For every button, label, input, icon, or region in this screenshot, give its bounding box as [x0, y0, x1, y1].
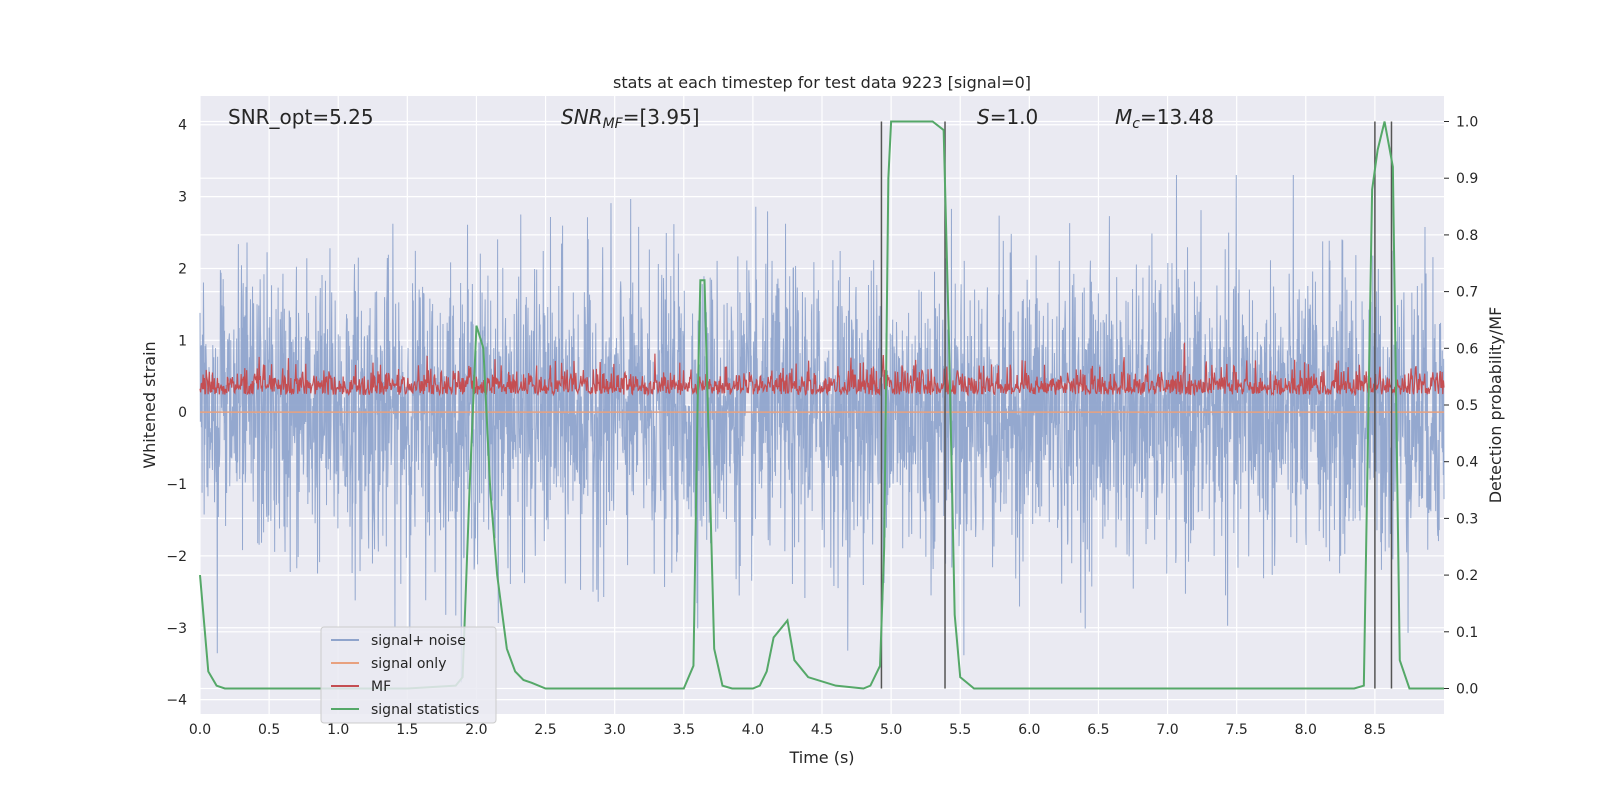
annotation-snr-mf-main: SNR — [561, 105, 603, 129]
annotation-s: S=1.0 — [977, 105, 1038, 129]
y-tick-label-left: −3 — [166, 621, 187, 637]
x-tick-label: 5.0 — [880, 722, 902, 738]
x-tick-label: 8.5 — [1364, 722, 1386, 738]
annotation-snr-mf-value: =[3.95] — [623, 105, 700, 129]
x-tick-label: 4.5 — [811, 722, 833, 738]
y-tick-label-left: 1 — [178, 333, 187, 349]
x-tick-label: 3.5 — [673, 722, 695, 738]
legend: signal+ noise signal only MF signal stat… — [320, 626, 497, 724]
x-tick-label: 7.5 — [1226, 722, 1248, 738]
x-tick-label: 8.0 — [1295, 722, 1317, 738]
annotation-s-main: S — [977, 105, 990, 129]
legend-label-signal-statistics: signal statistics — [371, 702, 479, 718]
tick-labels: 0.0 0.5 1.0 1.5 2.0 2.5 3.0 3.5 4.0 4.5 5.0 5.5 6.0 6… — [166, 115, 1478, 738]
x-tick-label: 1.5 — [396, 722, 418, 738]
series-mf — [199, 342, 1445, 397]
y-tick-label-left: −2 — [166, 549, 187, 565]
x-tick-label: 4.0 — [742, 722, 764, 738]
y-tick-label-right: 0.2 — [1456, 568, 1478, 584]
y-tick-label-right: 0.7 — [1456, 285, 1478, 301]
y-tick-label-left: −1 — [166, 477, 187, 493]
x-tick-label: 3.0 — [604, 722, 626, 738]
y-tick-label-right: 0.0 — [1456, 681, 1478, 697]
signal-statistics-line — [199, 120, 1444, 690]
y-tick-label-left: −4 — [166, 693, 187, 709]
annotations: SNR_opt=5.25 SNRMF=[3.95] S=1.0 Mc=13.48 — [228, 105, 1214, 132]
y-tick-label-right: 0.3 — [1456, 511, 1478, 527]
legend-label-mf: MF — [371, 679, 391, 695]
annotation-snr-opt: SNR_opt=5.25 — [228, 105, 374, 129]
y-tick-label-right: 0.4 — [1456, 455, 1478, 471]
y-axis-label-right: Detection probability/MF — [1486, 307, 1505, 504]
y-axis-label-left: Whitened strain — [140, 341, 159, 468]
annotation-mc-value: =13.48 — [1140, 105, 1214, 129]
x-tick-label: 0.0 — [189, 722, 211, 738]
legend-frame — [320, 626, 497, 724]
legend-label-signal-noise: signal+ noise — [371, 633, 466, 649]
signal-noise-line — [199, 175, 1445, 683]
x-tick-label: 6.0 — [1018, 722, 1040, 738]
x-tick-label: 5.5 — [949, 722, 971, 738]
y-tick-label-right: 0.5 — [1456, 398, 1478, 414]
y-tick-label-left: 2 — [178, 261, 187, 277]
y-tick-label-right: 0.9 — [1456, 171, 1478, 187]
y-tick-label-right: 1.0 — [1456, 115, 1478, 131]
x-tick-label: 2.0 — [465, 722, 487, 738]
y-tick-label-right: 0.6 — [1456, 341, 1478, 357]
annotation-mc: Mc=13.48 — [1115, 105, 1214, 132]
y-tick-label-left: 3 — [178, 190, 187, 206]
series-signal-statistics — [199, 120, 1444, 690]
annotation-snr-mf-sub: MF — [603, 116, 624, 132]
series-signal-noise — [199, 175, 1445, 683]
x-tick-label: 0.5 — [258, 722, 280, 738]
mf-line — [199, 342, 1445, 397]
chart-title: stats at each timestep for test data 922… — [613, 73, 1031, 92]
annotation-s-value: =1.0 — [990, 105, 1039, 129]
x-axis-label: Time (s) — [788, 748, 854, 767]
y-tick-label-right: 0.1 — [1456, 625, 1478, 641]
annotation-mc-main: M — [1115, 105, 1132, 129]
x-tick-label: 2.5 — [534, 722, 556, 738]
x-tick-label: 1.0 — [327, 722, 349, 738]
x-tick-label: 6.5 — [1087, 722, 1109, 738]
y-tick-label-left: 0 — [178, 405, 187, 421]
annotation-mc-sub: c — [1132, 116, 1140, 132]
y-tick-label-right: 0.8 — [1456, 228, 1478, 244]
x-tick-label: 7.0 — [1156, 722, 1178, 738]
y-tick-label-left: 4 — [178, 118, 187, 134]
annotation-snr-mf: SNRMF=[3.95] — [561, 105, 700, 132]
legend-label-signal-only: signal only — [371, 656, 446, 672]
